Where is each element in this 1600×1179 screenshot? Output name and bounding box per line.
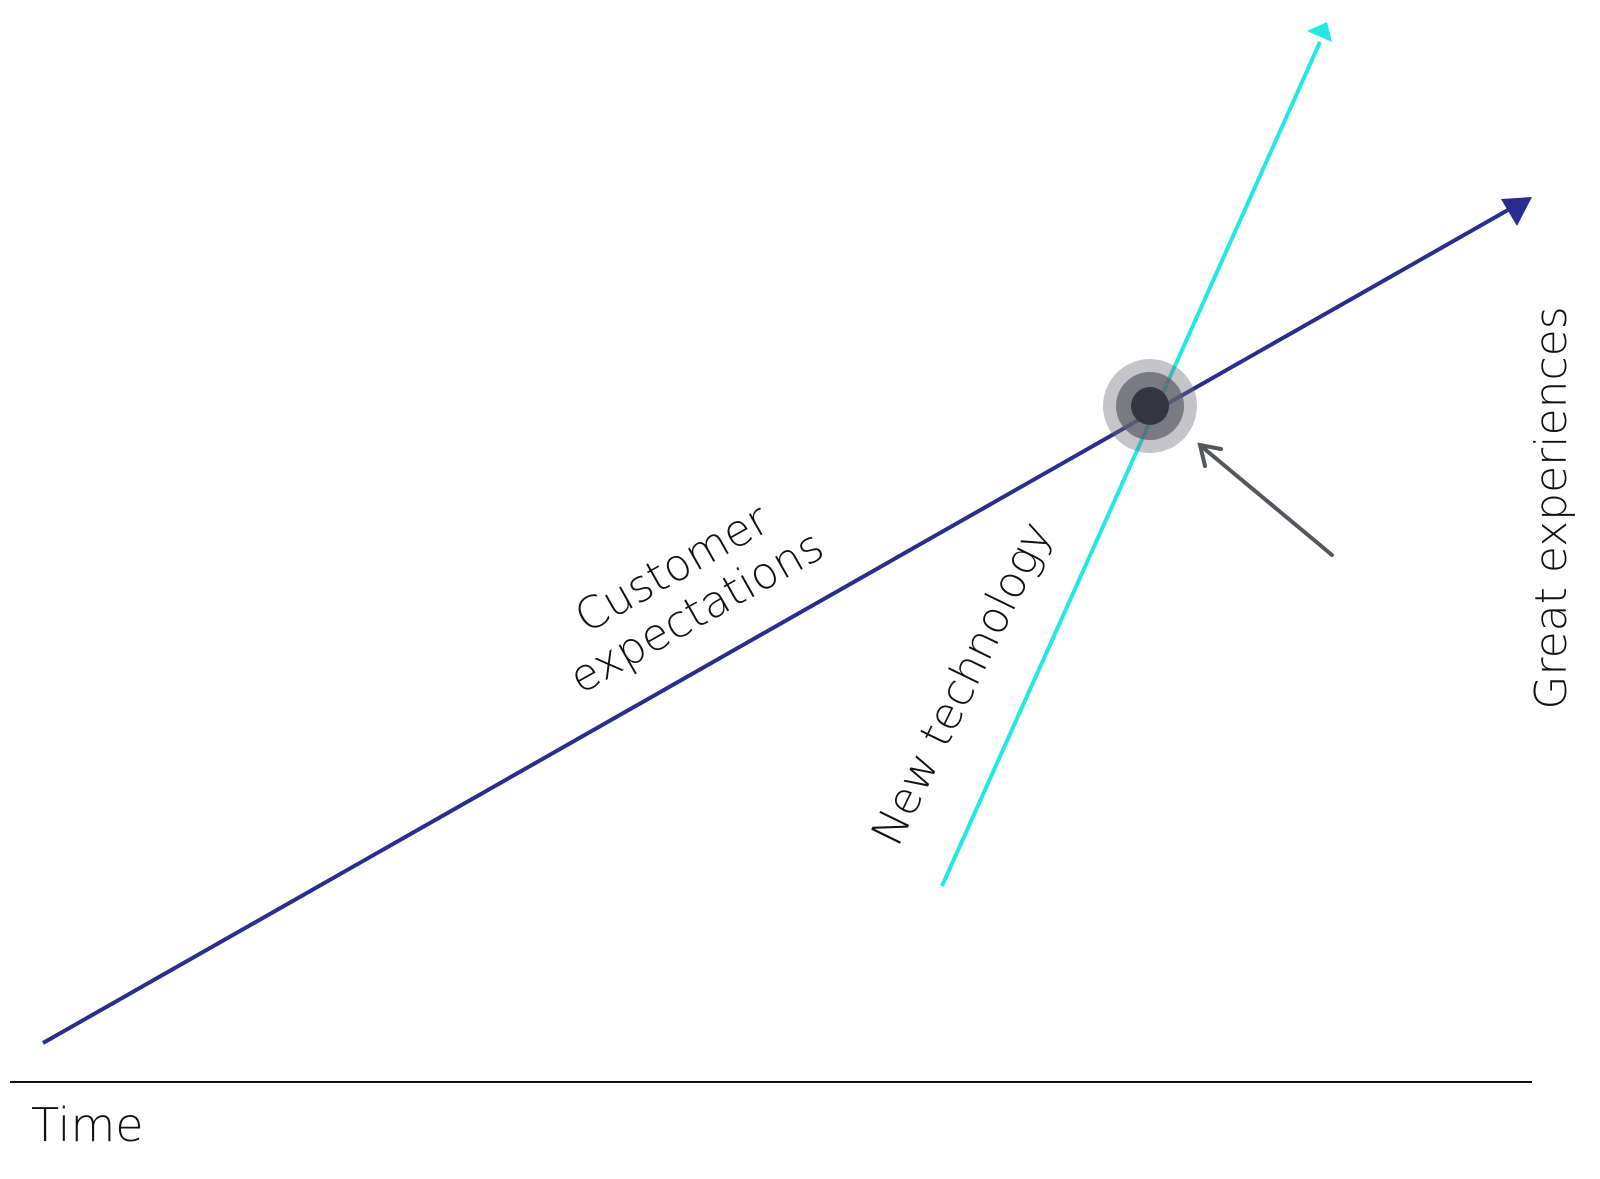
intersection-marker: [1103, 359, 1197, 453]
new-technology-arrowhead: [1307, 22, 1332, 42]
new-technology-line: [940, 41, 1322, 887]
pointer-arrow: [1197, 442, 1334, 557]
customer-expectations-label: Customer expectations: [561, 493, 832, 704]
customer-expectations-line: [42, 208, 1509, 1045]
x-axis-label: Time: [31, 1098, 144, 1152]
customer-expectations-arrowhead: [1501, 197, 1532, 226]
y-axis-label: Great experiences: [1526, 306, 1577, 709]
